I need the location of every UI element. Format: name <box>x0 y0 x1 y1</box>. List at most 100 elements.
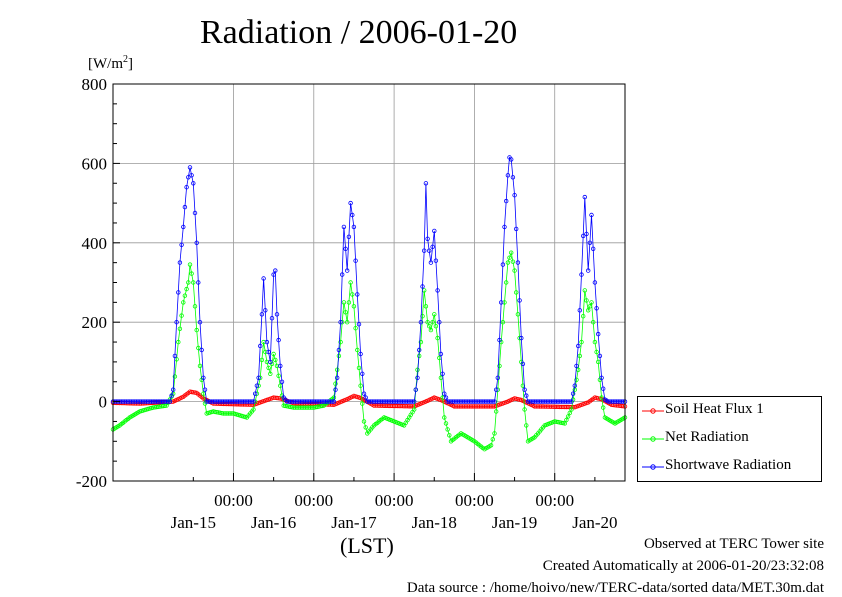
data-point <box>587 240 593 245</box>
data-point <box>437 320 442 325</box>
data-point <box>440 371 445 376</box>
data-point <box>192 390 198 395</box>
data-point <box>351 224 357 230</box>
data-point <box>333 387 338 392</box>
y-tick-label: 800 <box>82 75 108 94</box>
data-point <box>427 324 432 329</box>
data-point <box>348 280 353 285</box>
data-point <box>601 405 606 410</box>
data-point <box>259 357 265 363</box>
legend-label: Shortwave Radiation <box>665 457 792 473</box>
data-point <box>507 255 512 260</box>
data-point <box>273 357 278 363</box>
data-point <box>576 343 581 349</box>
data-point <box>497 363 502 369</box>
data-point <box>515 312 521 317</box>
data-point <box>358 383 363 388</box>
data-point <box>445 427 450 432</box>
data-point <box>358 351 363 357</box>
data-point <box>341 224 347 230</box>
legend: Soil Heat Flux 1 Net Radiation Shortwave… <box>637 396 822 482</box>
data-point <box>172 353 178 359</box>
data-point <box>176 290 181 295</box>
y-axis: -200 0 200 400 600 800 <box>76 75 120 491</box>
data-point <box>249 399 255 404</box>
data-point <box>363 395 368 400</box>
data-point <box>196 345 201 351</box>
data-point <box>567 410 572 416</box>
data-point <box>430 244 435 249</box>
data-point <box>361 391 367 396</box>
data-point <box>443 395 449 400</box>
data-point <box>268 359 273 365</box>
data-point <box>278 363 283 369</box>
data-point <box>273 268 278 273</box>
data-point <box>428 260 434 265</box>
data-point <box>181 224 186 230</box>
x-axis-label: (LST) <box>340 533 394 558</box>
data-point <box>442 391 447 396</box>
data-point <box>562 421 567 426</box>
data-point <box>346 234 352 239</box>
data-point <box>269 316 275 321</box>
data-point <box>574 363 579 369</box>
data-point <box>256 375 261 380</box>
data-point <box>520 361 526 367</box>
legend-item-soil-heat-flux: Soil Heat Flux 1 <box>638 401 821 421</box>
data-point <box>179 242 184 247</box>
series-line <box>112 251 626 450</box>
data-point <box>189 173 194 178</box>
series-shortwave-radiation <box>110 155 628 404</box>
data-point <box>425 236 430 241</box>
data-point <box>510 175 516 180</box>
series-net-radiation <box>110 250 628 452</box>
data-point <box>201 375 206 380</box>
data-point <box>254 383 260 388</box>
data-point <box>497 337 502 343</box>
data-point <box>333 381 338 386</box>
data-point <box>594 306 599 311</box>
data-point <box>261 276 266 281</box>
data-point <box>191 181 196 186</box>
data-point <box>494 387 499 392</box>
data-point <box>584 298 589 303</box>
data-point <box>264 339 270 345</box>
data-point <box>423 181 429 186</box>
data-point <box>412 399 417 404</box>
data-point <box>581 314 586 319</box>
data-point <box>259 312 265 317</box>
data-point <box>430 320 435 325</box>
data-point <box>565 414 571 419</box>
data-point <box>494 409 499 414</box>
data-point <box>569 399 574 404</box>
data-point <box>522 387 527 392</box>
data-point <box>196 280 201 285</box>
data-point <box>331 399 337 404</box>
data-point <box>499 300 504 305</box>
data-point <box>202 387 208 392</box>
data-point <box>492 399 497 404</box>
data-point <box>345 268 350 273</box>
legend-item-shortwave-radiation: Shortwave Radiation <box>638 457 821 477</box>
data-point <box>271 351 276 357</box>
footer-created: Created Automatically at 2006-01-20/23:3… <box>542 558 824 574</box>
data-point <box>184 286 189 292</box>
data-point <box>167 399 173 404</box>
data-point <box>420 314 425 319</box>
data-point <box>279 379 285 384</box>
data-point <box>165 399 171 404</box>
data-point <box>355 292 360 297</box>
data-point <box>187 262 193 267</box>
data-point <box>492 431 497 436</box>
data-point <box>258 343 263 349</box>
data-point <box>589 212 594 218</box>
data-point <box>423 304 429 309</box>
data-point <box>443 421 449 426</box>
data-point <box>182 293 188 298</box>
data-point <box>504 280 509 285</box>
data-point <box>512 192 517 198</box>
data-point <box>350 292 355 297</box>
x-date-label: Jan-17 <box>331 513 377 532</box>
data-point <box>517 298 522 303</box>
data-point <box>340 272 345 277</box>
